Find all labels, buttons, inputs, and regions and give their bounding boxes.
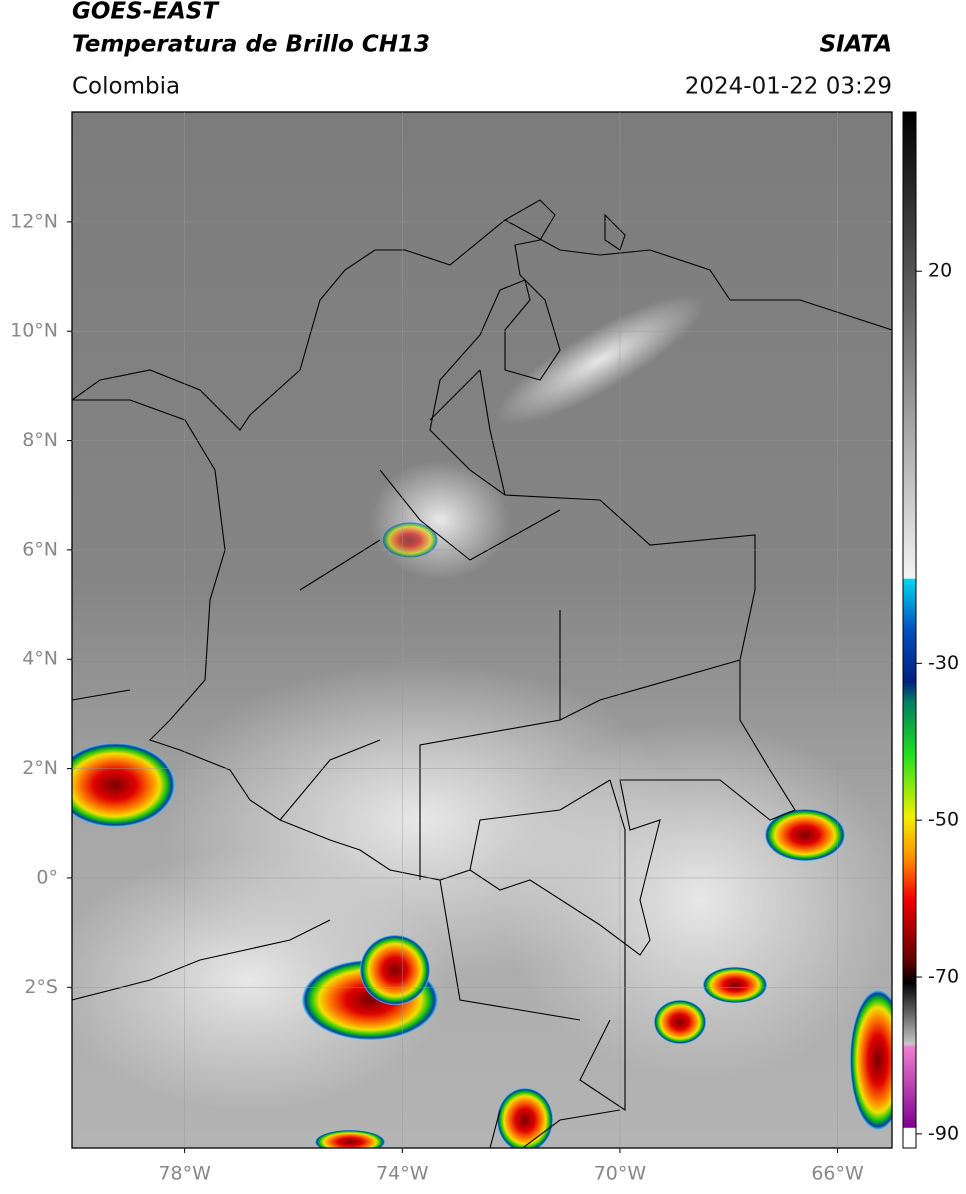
map-frame (71, 111, 893, 1149)
datetime: 2024-01-22 03:29 (685, 74, 892, 100)
colorbar-tick-label: 20 (928, 260, 952, 282)
product: Temperatura de Brillo CH13 (72, 32, 430, 58)
colorbar-tick-label: -90 (928, 1122, 959, 1144)
lon-tick-label: 74°W (376, 1163, 429, 1185)
colorbar-tick-label: -30 (928, 652, 959, 674)
satellite: GOES-EAST (72, 0, 220, 25)
lon-tick-label: 78°W (158, 1163, 211, 1185)
lat-tick-label: 12°N (10, 210, 58, 232)
source: SIATA (820, 32, 892, 58)
region: Colombia (72, 74, 180, 100)
lon-tick-label: 66°W (811, 1163, 864, 1185)
lat-tick-label: 8°N (22, 429, 58, 451)
colorbar-tick-label: -70 (928, 966, 959, 988)
lat-tick-label: 0° (36, 866, 58, 888)
colorbar-tick-label: -50 (928, 809, 959, 831)
colorbar (902, 111, 917, 1149)
lat-tick-label: 6°N (22, 538, 58, 560)
lat-tick-label: 4°N (22, 648, 58, 670)
lat-tick-label: 10°N (10, 320, 58, 342)
lat-tick-label: 2°S (24, 976, 58, 998)
map-image (72, 112, 892, 1148)
lat-tick-label: 2°N (22, 757, 58, 779)
lon-tick-label: 70°W (594, 1163, 647, 1185)
